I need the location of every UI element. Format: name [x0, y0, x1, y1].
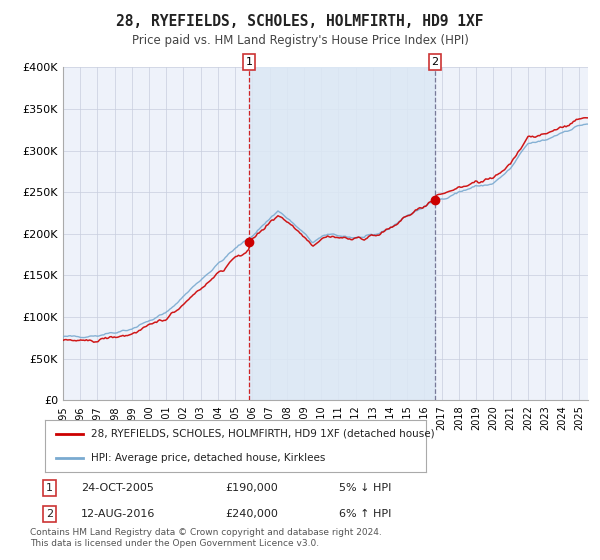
Text: 24-OCT-2005: 24-OCT-2005	[81, 483, 154, 493]
Text: 1: 1	[245, 57, 253, 67]
Text: Price paid vs. HM Land Registry's House Price Index (HPI): Price paid vs. HM Land Registry's House …	[131, 34, 469, 46]
Text: 28, RYEFIELDS, SCHOLES, HOLMFIRTH, HD9 1XF: 28, RYEFIELDS, SCHOLES, HOLMFIRTH, HD9 1…	[116, 14, 484, 29]
Text: £240,000: £240,000	[225, 509, 278, 519]
Text: 5% ↓ HPI: 5% ↓ HPI	[339, 483, 391, 493]
Bar	[249, 67, 435, 400]
Text: 2: 2	[46, 509, 53, 519]
Text: HPI: Average price, detached house, Kirklees: HPI: Average price, detached house, Kirk…	[91, 452, 325, 463]
Text: Contains HM Land Registry data © Crown copyright and database right 2024.
This d: Contains HM Land Registry data © Crown c…	[30, 528, 382, 548]
Text: 6% ↑ HPI: 6% ↑ HPI	[339, 509, 391, 519]
Text: 2: 2	[431, 57, 439, 67]
Text: 12-AUG-2016: 12-AUG-2016	[81, 509, 155, 519]
Text: £190,000: £190,000	[225, 483, 278, 493]
Text: 28, RYEFIELDS, SCHOLES, HOLMFIRTH, HD9 1XF (detached house): 28, RYEFIELDS, SCHOLES, HOLMFIRTH, HD9 1…	[91, 429, 434, 439]
Text: 1: 1	[46, 483, 53, 493]
